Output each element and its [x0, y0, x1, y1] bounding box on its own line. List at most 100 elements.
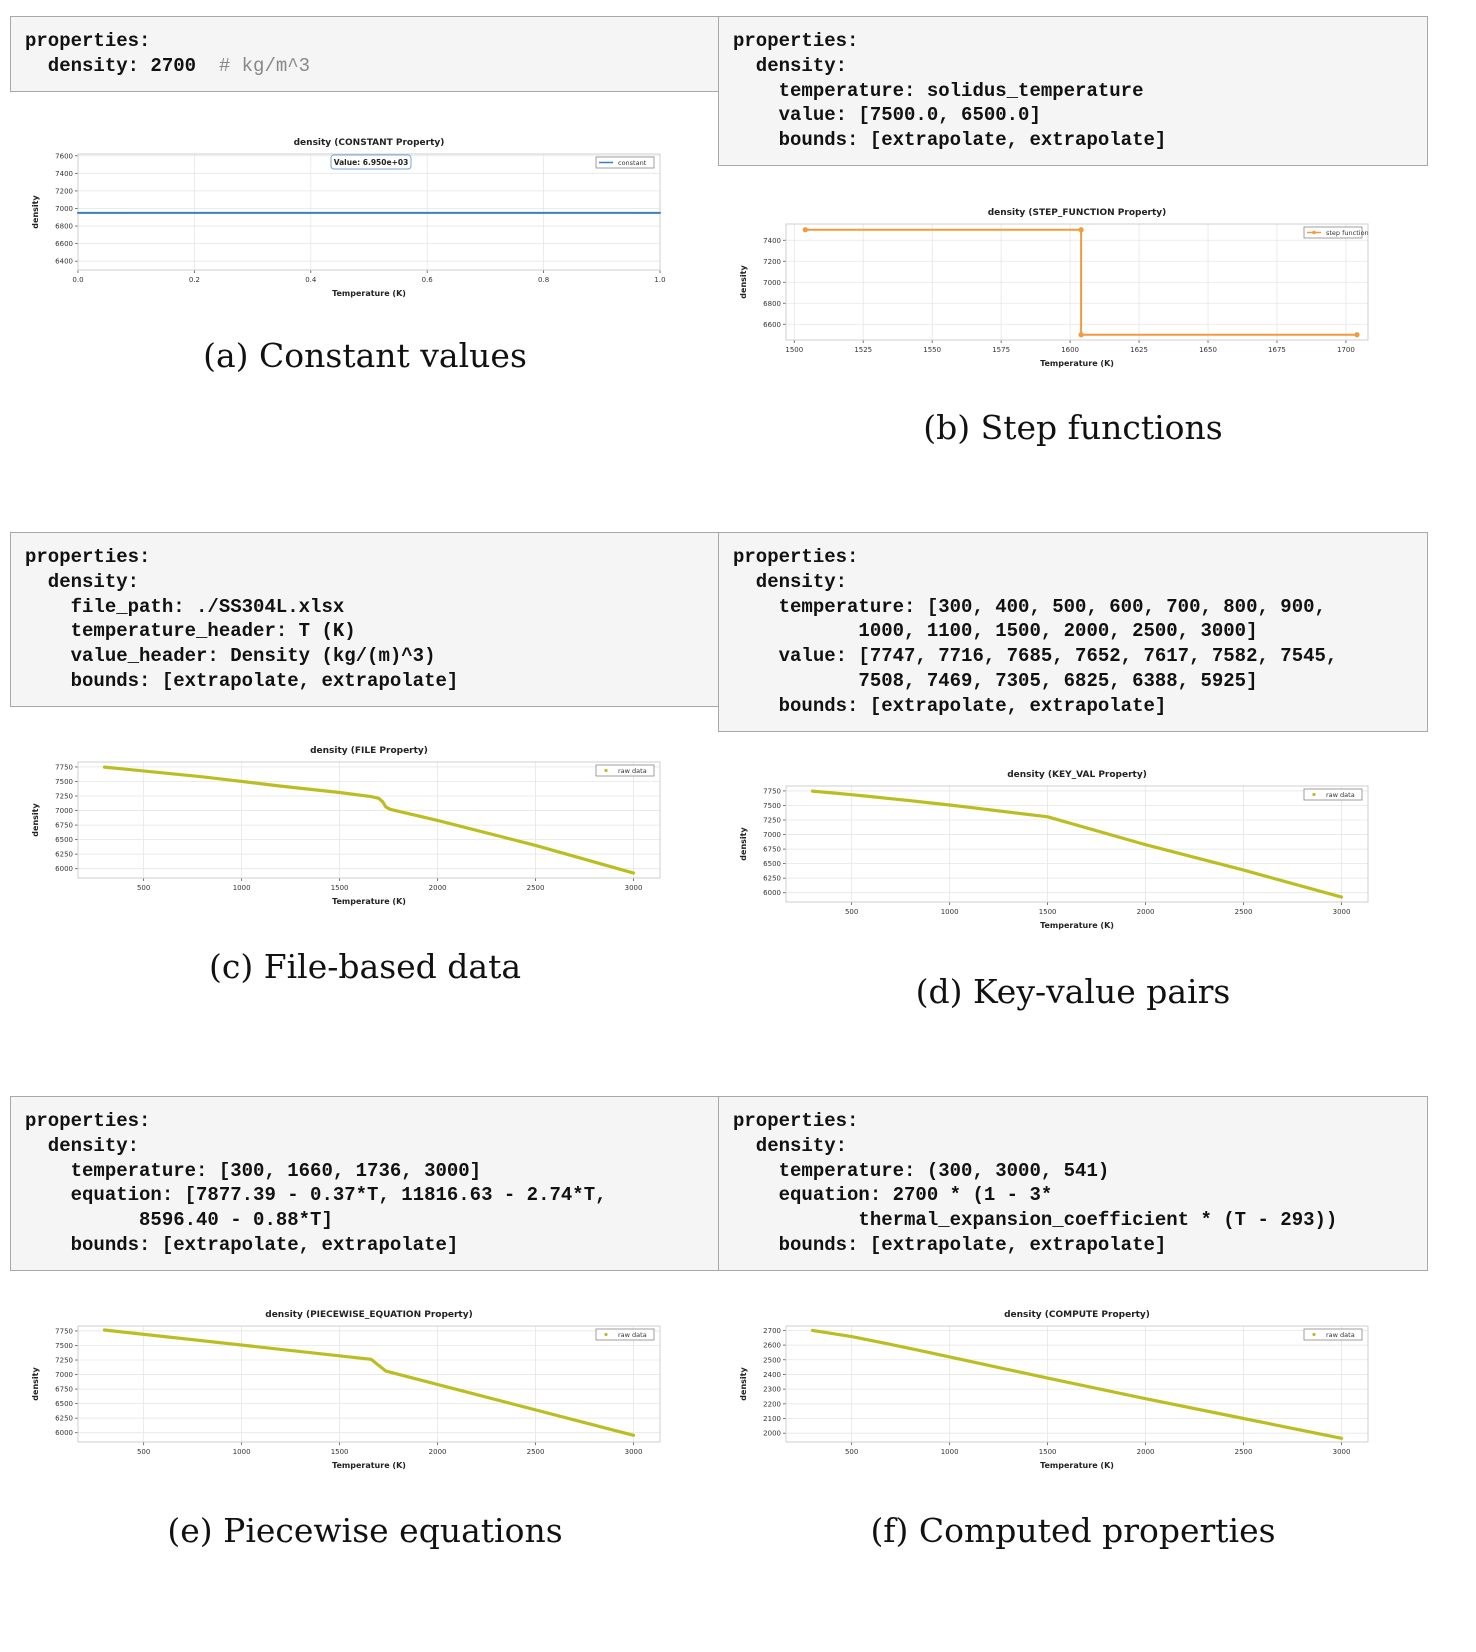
legend-label: step function [1326, 229, 1369, 237]
x-tick-label: 2000 [1137, 1448, 1155, 1456]
x-tick-label: 1575 [992, 346, 1010, 354]
x-tick-label: 1500 [331, 1448, 349, 1456]
plot-frame [77, 1325, 661, 1443]
y-tick-label: 2300 [763, 1386, 781, 1394]
x-tick-label: 2500 [527, 1448, 545, 1456]
x-axis-label: Temperature (K) [1040, 359, 1114, 368]
chart-title: density (CONSTANT Property) [294, 138, 445, 148]
code-block: properties: density: 2700 # kg/m^3 [10, 16, 720, 92]
y-tick-label: 6800 [55, 223, 73, 231]
y-tick-label: 6600 [55, 240, 73, 248]
x-tick-label: 1650 [1199, 346, 1217, 354]
x-axis-label: Temperature (K) [332, 897, 406, 906]
data-point [1078, 227, 1084, 233]
y-tick-label: 7250 [55, 793, 73, 801]
x-tick-label: 3000 [625, 1448, 643, 1456]
y-tick-label: 2700 [763, 1327, 781, 1335]
y-tick-label: 7000 [55, 205, 73, 213]
y-axis-label: density [31, 195, 40, 229]
series-line [804, 228, 1358, 336]
legend-swatch [1312, 792, 1316, 797]
y-tick-label: 6000 [55, 865, 73, 873]
x-tick-label: 1525 [854, 346, 872, 354]
x-tick-label: 1625 [1130, 346, 1148, 354]
y-tick-label: 7750 [55, 763, 73, 771]
x-axis-label: Temperature (K) [332, 289, 406, 298]
y-tick-label: 6600 [763, 321, 781, 329]
y-tick-label: 2100 [763, 1415, 781, 1423]
y-tick-label: 6500 [55, 1400, 73, 1408]
legend-box [1303, 1328, 1363, 1341]
chart-c: density (FILE Property) 500 1000 1500 2000 25… [28, 742, 668, 912]
code-block: properties: density: temperature: [300, … [10, 1096, 720, 1271]
legend-box [595, 764, 655, 777]
chart-svg: density (KEY_VAL Property) 500 1000 1500 200… [739, 770, 1369, 930]
y-tick-label: 7400 [55, 170, 73, 178]
plot-frame [785, 1325, 1369, 1443]
x-tick-label: 1550 [923, 346, 941, 354]
legend-swatch [604, 1332, 608, 1337]
x-tick-label: 2500 [527, 884, 545, 892]
x-tick-label: 1000 [233, 1448, 251, 1456]
x-tick-label: 1600 [1061, 346, 1079, 354]
x-tick-label: 0.2 [189, 276, 200, 284]
legend-swatch [604, 768, 608, 773]
legend-box [595, 1328, 655, 1341]
y-tick-label: 7200 [763, 258, 781, 266]
x-tick-label: 1500 [331, 884, 349, 892]
x-tick-label: 1000 [941, 908, 959, 916]
chart-title: density (FILE Property) [310, 746, 428, 756]
legend-box [595, 156, 655, 169]
legend-label: raw data [618, 1331, 647, 1339]
chart-svg: density (PIECEWISE_EQUATION Property) 500… [31, 1310, 661, 1470]
y-tick-label: 6250 [763, 875, 781, 883]
y-tick-label: 2200 [763, 1400, 781, 1408]
x-tick-label: 0.4 [305, 276, 317, 284]
y-tick-label: 7250 [763, 817, 781, 825]
x-tick-label: 2000 [1137, 908, 1155, 916]
code-comment: # kg/m^3 [218, 54, 311, 77]
y-tick-label: 2000 [763, 1430, 781, 1438]
chart-e: density (PIECEWISE_EQUATION Property) 500… [28, 1306, 668, 1476]
code-block: properties: density: temperature: (300, … [718, 1096, 1428, 1271]
y-tick-label: 7000 [55, 1371, 73, 1379]
x-tick-label: 2500 [1235, 1448, 1253, 1456]
y-tick-label: 6000 [55, 1429, 73, 1437]
y-tick-label: 7000 [763, 831, 781, 839]
caption-f: (f) Computed properties [870, 1511, 1276, 1550]
code-block: properties: density: temperature: solidu… [718, 16, 1428, 166]
x-tick-label: 2000 [429, 884, 447, 892]
x-tick-label: 1.0 [654, 276, 665, 284]
caption-e: (e) Piecewise equations [167, 1511, 563, 1550]
x-tick-label: 1000 [941, 1448, 959, 1456]
x-tick-label: 3000 [1333, 1448, 1351, 1456]
y-tick-label: 2600 [763, 1342, 781, 1350]
chart-b: density (STEP_FUNCTION Property) 1500 1525… [736, 204, 1376, 374]
y-tick-label: 6800 [763, 300, 781, 308]
y-tick-label: 7400 [763, 237, 781, 245]
x-axis-label: Temperature (K) [332, 1461, 406, 1470]
data-point [1354, 332, 1360, 338]
data-point [802, 227, 808, 233]
y-tick-label: 7600 [55, 152, 73, 160]
code-block: properties: density: temperature: [300, … [718, 532, 1428, 732]
y-tick-label: 6250 [55, 1415, 73, 1423]
y-tick-label: 6000 [763, 889, 781, 897]
plot-frame [785, 785, 1369, 903]
x-tick-label: 1675 [1268, 346, 1286, 354]
y-tick-label: 6500 [763, 860, 781, 868]
chart-svg: density (STEP_FUNCTION Property) 1500 1525… [739, 208, 1369, 368]
x-tick-label: 2500 [1235, 908, 1253, 916]
caption-c: (c) File-based data [208, 947, 522, 986]
series-line [102, 1328, 636, 1437]
caption-d: (d) Key-value pairs [915, 972, 1231, 1011]
y-tick-label: 7000 [55, 807, 73, 815]
x-tick-label: 1500 [785, 346, 803, 354]
legend-label: constant [618, 159, 647, 167]
x-tick-label: 1500 [1039, 1448, 1057, 1456]
x-tick-label: 1000 [233, 884, 251, 892]
x-tick-label: 500 [137, 884, 150, 892]
x-tick-label: 500 [845, 1448, 858, 1456]
y-axis-label: density [739, 1367, 748, 1401]
chart-svg: density (COMPUTE Property) 500 1000 1500 200… [739, 1310, 1369, 1470]
